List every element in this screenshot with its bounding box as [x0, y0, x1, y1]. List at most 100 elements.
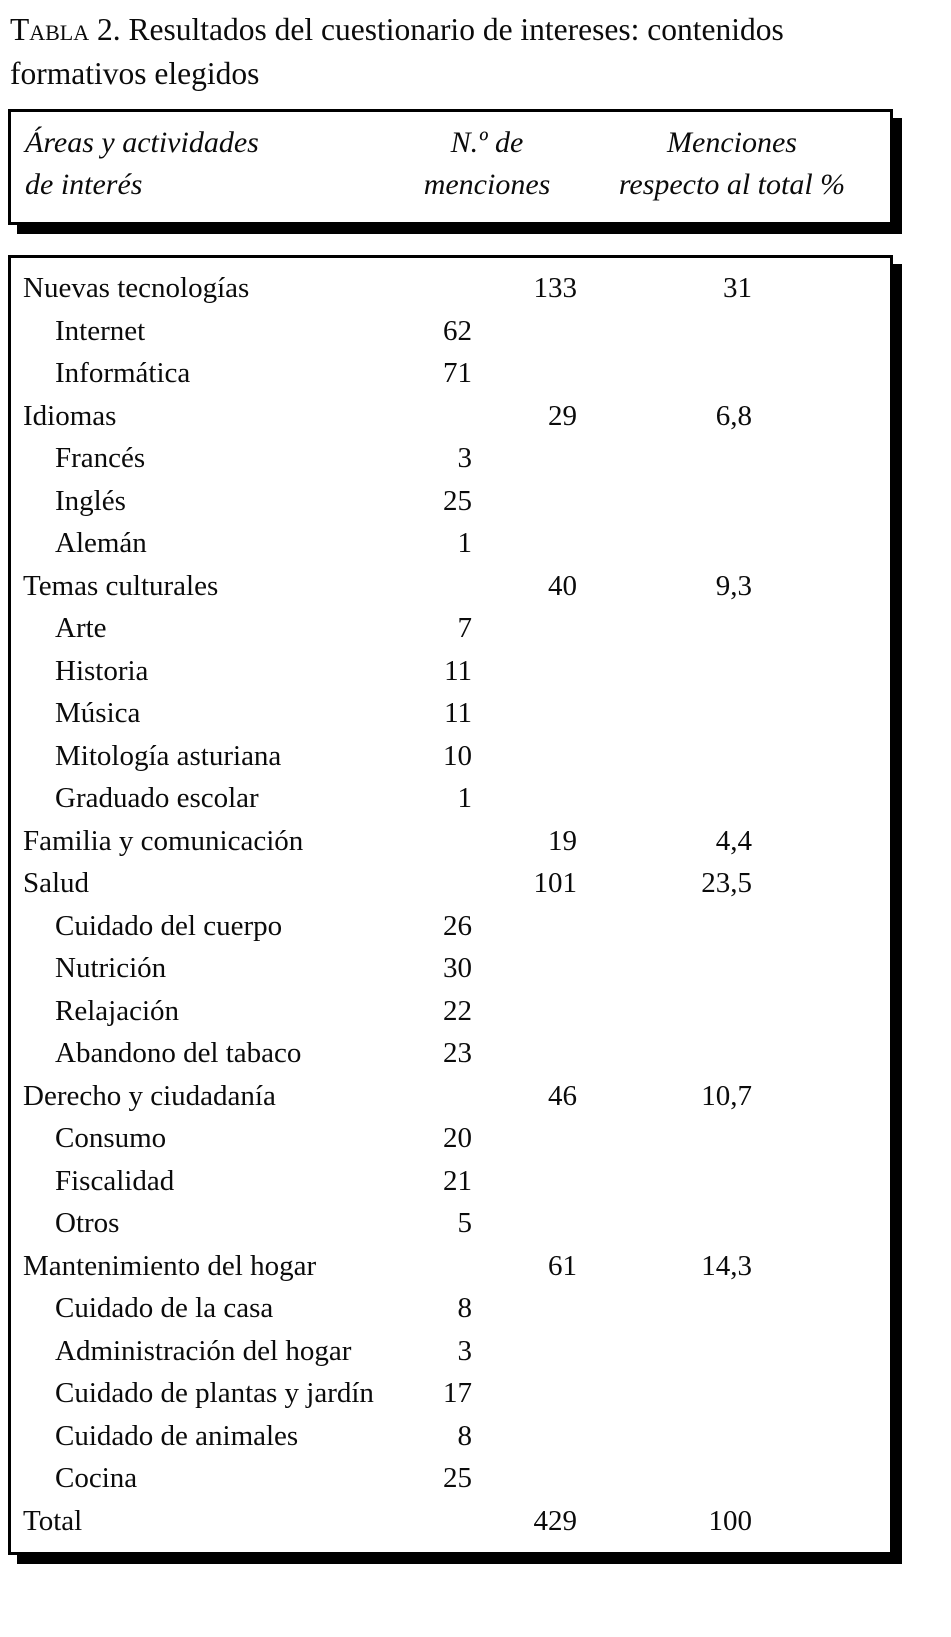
row-label: Mantenimiento del hogar — [23, 1249, 317, 1282]
table-row: Arte 7 — [11, 607, 890, 650]
table-row: Idiomas 29 6,8 — [11, 395, 890, 438]
table-row: Otros 5 — [11, 1202, 890, 1245]
category-count: 46 — [548, 1079, 577, 1112]
row-label: Relajación — [55, 994, 180, 1027]
table-row: Abandono del tabaco 23 — [11, 1032, 890, 1075]
table-row: Francés 3 — [11, 437, 890, 480]
page: Tabla 2. Resultados del cuestionario de … — [8, 8, 930, 1555]
table-row: Historia 11 — [11, 650, 890, 693]
table-row: Derecho y ciudadanía 46 10,7 — [11, 1075, 890, 1118]
percent-of-total: 23,5 — [701, 867, 752, 899]
row-label: Cuidado del cuerpo — [55, 909, 283, 942]
percent-of-total: 10,7 — [701, 1079, 752, 1112]
table-row: Nutrición 30 — [11, 947, 890, 990]
header-areas: Áreas y actividades de interés — [25, 122, 392, 206]
header-percent: Menciones respecto al total % — [582, 122, 882, 206]
row-label: Cocina — [55, 1462, 138, 1494]
sub-count: 71 — [443, 357, 472, 389]
row-label: Historia — [55, 654, 149, 687]
row-label: Idiomas — [23, 399, 117, 432]
header-areas-line2: de interés — [25, 168, 143, 201]
table-body-box: Nuevas tecnologías 133 31 Internet 62 Informá… — [8, 255, 893, 1555]
row-label: Inglés — [55, 484, 126, 517]
table-caption: Tabla 2. Resultados del cuestionario de … — [10, 8, 930, 96]
table-row: Cuidado de animales 8 — [11, 1415, 890, 1458]
sub-count: 30 — [443, 952, 472, 984]
sub-count: 20 — [443, 1122, 472, 1154]
table-header-row: Áreas y actividades de interés N.º de me… — [25, 122, 882, 206]
sub-count: 25 — [443, 1462, 472, 1494]
row-label: Internet — [55, 314, 146, 347]
row-label: Cuidado de la casa — [55, 1292, 274, 1324]
sub-count: 8 — [457, 1292, 473, 1324]
category-count: 29 — [548, 399, 577, 432]
percent-of-total: 9,3 — [715, 569, 752, 602]
percent-of-total: 100 — [708, 1504, 753, 1537]
table-row: Fiscalidad 21 — [11, 1160, 890, 1203]
sub-count: 8 — [457, 1419, 473, 1452]
caption-line-1: Tabla 2. Resultados del cuestionario de … — [10, 8, 930, 52]
sub-count: 62 — [443, 314, 472, 347]
sub-count: 10 — [443, 739, 472, 772]
row-label: Fiscalidad — [55, 1164, 175, 1197]
table-row: Relajación 22 — [11, 990, 890, 1033]
table-number: Tabla 2. — [10, 12, 121, 47]
category-count: 61 — [548, 1249, 577, 1282]
header-percent-line2: respecto al total % — [618, 168, 846, 201]
row-label: Total — [23, 1504, 83, 1537]
row-label: Graduado escolar — [55, 782, 259, 814]
row-label: Familia y comunicación — [23, 824, 304, 857]
sub-count: 11 — [444, 697, 472, 729]
sub-count: 3 — [457, 442, 473, 474]
header-percent-line1: Menciones — [667, 126, 797, 159]
header-mentions: N.º de menciones — [392, 122, 582, 206]
table-row: Graduado escolar 1 — [11, 777, 890, 820]
percent-of-total: 4,4 — [715, 824, 752, 857]
sub-count: 17 — [443, 1377, 472, 1409]
row-label: Francés — [55, 442, 146, 474]
table-row: Inglés 25 — [11, 480, 890, 523]
sub-count: 1 — [457, 782, 473, 814]
row-label: Otros — [55, 1207, 120, 1239]
row-label: Arte — [55, 612, 107, 644]
sub-count: 1 — [457, 527, 473, 559]
row-label: Salud — [23, 867, 90, 899]
table-row: Administración del hogar 3 — [11, 1330, 890, 1373]
table-row: Música 11 — [11, 692, 890, 735]
row-label: Administración del hogar — [55, 1334, 352, 1367]
table-row: Informática 71 — [11, 352, 890, 395]
table-row: Consumo 20 — [11, 1117, 890, 1160]
sub-count: 3 — [457, 1334, 473, 1367]
row-label: Cuidado de animales — [55, 1419, 299, 1452]
sub-count: 25 — [443, 484, 472, 517]
sub-count: 11 — [444, 654, 472, 687]
row-label: Consumo — [55, 1122, 167, 1154]
category-count: 101 — [533, 867, 578, 899]
table-row: Temas culturales 40 9,3 — [11, 565, 890, 608]
table-row: Internet 62 — [11, 310, 890, 353]
table-row: Mantenimiento del hogar 61 14,3 — [11, 1245, 890, 1288]
row-label: Abandono del tabaco — [55, 1037, 302, 1069]
category-count: 133 — [533, 272, 578, 304]
table-header-box: Áreas y actividades de interés N.º de me… — [8, 109, 893, 225]
header-areas-line1: Áreas y actividades — [25, 126, 259, 159]
table-row: Nuevas tecnologías 133 31 — [11, 267, 890, 310]
header-mentions-line1: N.º de — [450, 126, 524, 159]
table-row: Cuidado del cuerpo 26 — [11, 905, 890, 948]
row-label: Nutrición — [55, 952, 167, 984]
row-label: Mitología asturiana — [55, 739, 282, 772]
table-row: Salud 101 23,5 — [11, 862, 890, 905]
table-row: Mitología asturiana 10 — [11, 735, 890, 778]
category-count: 429 — [533, 1504, 578, 1537]
sub-count: 26 — [443, 909, 472, 942]
sub-count: 5 — [457, 1207, 473, 1239]
table-row: Familia y comunicación 19 4,4 — [11, 820, 890, 863]
category-count: 19 — [548, 824, 577, 857]
table-row: Alemán 1 — [11, 522, 890, 565]
sub-count: 7 — [457, 612, 473, 644]
row-label: Música — [55, 697, 141, 729]
percent-of-total: 6,8 — [715, 399, 752, 432]
row-label: Cuidado de plantas y jardín — [55, 1377, 374, 1409]
sub-count: 23 — [443, 1037, 472, 1069]
sub-count: 21 — [443, 1164, 472, 1197]
